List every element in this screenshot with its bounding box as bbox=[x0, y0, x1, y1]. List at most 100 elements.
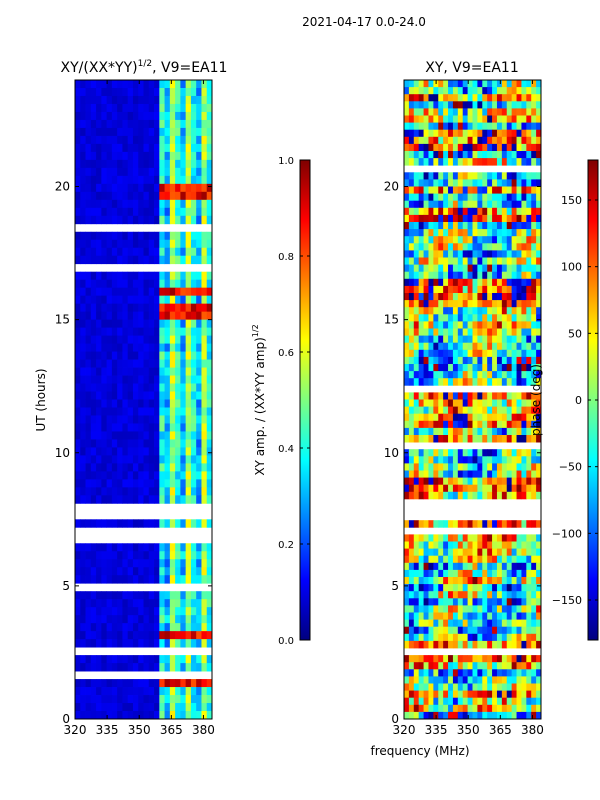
phase-cell bbox=[531, 349, 537, 358]
phase-cell bbox=[452, 285, 459, 294]
phase-cell bbox=[487, 342, 493, 351]
amplitude-cell bbox=[190, 695, 197, 704]
phase-cell bbox=[536, 399, 542, 407]
phase-cell bbox=[496, 250, 503, 258]
phase-cell bbox=[443, 207, 449, 216]
amplitude-cell bbox=[96, 351, 102, 360]
phase-cell bbox=[487, 676, 493, 684]
amplitude-cell bbox=[122, 495, 129, 504]
phase-cell bbox=[457, 406, 464, 415]
phase-cell bbox=[428, 115, 434, 123]
amplitude-cell bbox=[80, 655, 86, 664]
amplitude-cell bbox=[164, 87, 171, 97]
amplitude-cell bbox=[164, 335, 171, 344]
amplitude-cell bbox=[111, 631, 118, 640]
phase-cell bbox=[448, 229, 454, 237]
phase-cell bbox=[477, 321, 483, 329]
phase-cell bbox=[462, 640, 468, 649]
amplitude-cell bbox=[85, 607, 92, 616]
phase-cell bbox=[526, 342, 532, 351]
phase-cell bbox=[467, 136, 473, 145]
amplitude-cell bbox=[122, 639, 129, 648]
amplitude-cell bbox=[175, 359, 181, 368]
amplitude-cell bbox=[154, 687, 160, 696]
amplitude-cell bbox=[154, 439, 160, 448]
phase-cell bbox=[408, 136, 415, 145]
amplitude-cell bbox=[101, 111, 108, 121]
phase-cell bbox=[433, 562, 439, 571]
phase-colorbar-tick-label: 50 bbox=[568, 327, 582, 340]
amplitude-cell bbox=[206, 607, 213, 616]
amplitude-cell bbox=[90, 375, 97, 384]
amplitude-cell bbox=[106, 175, 113, 185]
phase-cell bbox=[408, 222, 415, 230]
phase-cell bbox=[477, 449, 483, 457]
amplitude-cell bbox=[80, 247, 86, 257]
amplitude-cell bbox=[154, 151, 160, 161]
amplitude-cell bbox=[148, 159, 155, 169]
phase-cell bbox=[408, 484, 415, 493]
phase-cell bbox=[448, 655, 454, 663]
amplitude-cell bbox=[80, 431, 86, 440]
amplitude-cell bbox=[169, 591, 176, 600]
phase-cell bbox=[413, 356, 420, 365]
amplitude-cell bbox=[106, 279, 113, 289]
amplitude-cell bbox=[154, 495, 160, 504]
amplitude-cell bbox=[206, 495, 213, 504]
phase-cell bbox=[467, 584, 473, 592]
phase-cell bbox=[536, 108, 542, 116]
amplitude-cell bbox=[196, 119, 202, 129]
phase-cell bbox=[457, 129, 464, 138]
amplitude-cell bbox=[196, 303, 202, 313]
phase-cell bbox=[492, 612, 498, 620]
phase-cell bbox=[496, 392, 503, 400]
phase-cell bbox=[501, 406, 508, 415]
phase-cell bbox=[443, 633, 449, 642]
amplitude-cell bbox=[180, 447, 187, 456]
amplitude-cell bbox=[75, 199, 81, 209]
phase-cell bbox=[452, 662, 459, 670]
amplitude-cell bbox=[154, 471, 160, 480]
amplitude-cell bbox=[180, 367, 187, 376]
amplitude-cell bbox=[96, 471, 102, 480]
phase-cell bbox=[531, 477, 537, 486]
phase-cell bbox=[457, 662, 464, 670]
amplitude-cell bbox=[127, 543, 134, 552]
amplitude-cell bbox=[101, 255, 108, 265]
phase-cell bbox=[511, 626, 517, 635]
phase-cell bbox=[487, 456, 493, 464]
amplitude-cell bbox=[206, 551, 213, 560]
amplitude-cell bbox=[117, 663, 123, 672]
phase-cell bbox=[413, 555, 420, 564]
phase-cell bbox=[443, 364, 449, 372]
amplitude-cell bbox=[143, 575, 150, 584]
amplitude-cell bbox=[90, 479, 97, 488]
phase-cell bbox=[438, 463, 444, 471]
phase-cell bbox=[423, 222, 429, 230]
phase-cell bbox=[433, 356, 439, 365]
phase-cell bbox=[477, 236, 483, 244]
amplitude-cell bbox=[111, 343, 118, 352]
amplitude-cell bbox=[201, 631, 208, 640]
phase-cell bbox=[467, 172, 473, 180]
amplitude-cell bbox=[154, 383, 160, 392]
phase-cell bbox=[492, 591, 498, 599]
phase-cell bbox=[443, 193, 449, 202]
phase-cell bbox=[433, 676, 439, 684]
phase-cell bbox=[408, 349, 415, 358]
phase-cell bbox=[418, 349, 424, 358]
phase-cell bbox=[506, 115, 513, 123]
amplitude-cell bbox=[138, 687, 144, 696]
amplitude-cell bbox=[159, 231, 165, 241]
phase-cell bbox=[428, 406, 434, 415]
phase-cell bbox=[462, 676, 468, 684]
phase-cell bbox=[506, 271, 513, 280]
amplitude-cell bbox=[185, 463, 192, 472]
phase-cell bbox=[448, 711, 454, 720]
amplitude-cell bbox=[75, 183, 81, 193]
amplitude-cell bbox=[175, 215, 181, 225]
amplitude-cell bbox=[85, 639, 92, 648]
phase-cell bbox=[428, 591, 434, 599]
phase-cell bbox=[443, 541, 449, 549]
phase-cell bbox=[438, 605, 444, 613]
